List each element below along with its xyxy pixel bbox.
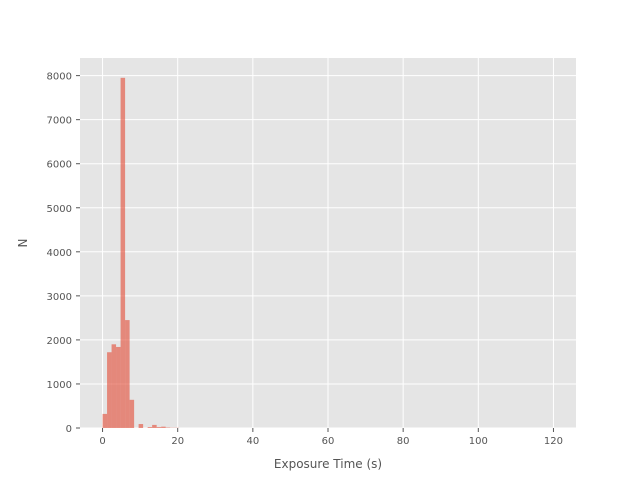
histogram-bar: [112, 344, 117, 428]
y-axis-ticks: 0 1000 2000 3000 4000 5000 6000 7000 8000: [47, 72, 80, 435]
histogram-bar: [161, 427, 166, 428]
y-tick-label: 4000: [47, 248, 72, 259]
histogram-bar: [121, 78, 126, 428]
histogram-bar: [139, 424, 144, 428]
y-axis-label: N: [16, 239, 30, 248]
y-tick-label: 1000: [47, 380, 72, 391]
histogram-bar: [116, 347, 121, 428]
x-tick-label: 80: [397, 436, 410, 447]
x-axis-label: Exposure Time (s): [274, 457, 382, 471]
histogram-bar: [130, 400, 135, 428]
histogram-bar: [103, 414, 108, 428]
y-tick-label: 5000: [47, 204, 72, 215]
x-tick-label: 100: [469, 436, 488, 447]
x-tick-label: 40: [246, 436, 259, 447]
x-tick-label: 60: [322, 436, 335, 447]
x-tick-label: 120: [544, 436, 563, 447]
x-tick-label: 0: [99, 436, 105, 447]
histogram-bar: [152, 425, 157, 428]
y-tick-label: 0: [66, 424, 72, 435]
y-tick-label: 7000: [47, 116, 72, 127]
x-axis-ticks: 0 20 40 60 80 100 120: [99, 428, 563, 447]
histogram-bar: [107, 352, 112, 428]
histogram-bar: [157, 427, 162, 428]
y-tick-label: 2000: [47, 336, 72, 347]
y-tick-label: 6000: [47, 160, 72, 171]
x-tick-label: 20: [171, 436, 184, 447]
y-tick-label: 8000: [47, 72, 72, 83]
histogram-bar: [148, 427, 153, 428]
y-tick-label: 3000: [47, 292, 72, 303]
histogram-bar: [125, 320, 130, 428]
